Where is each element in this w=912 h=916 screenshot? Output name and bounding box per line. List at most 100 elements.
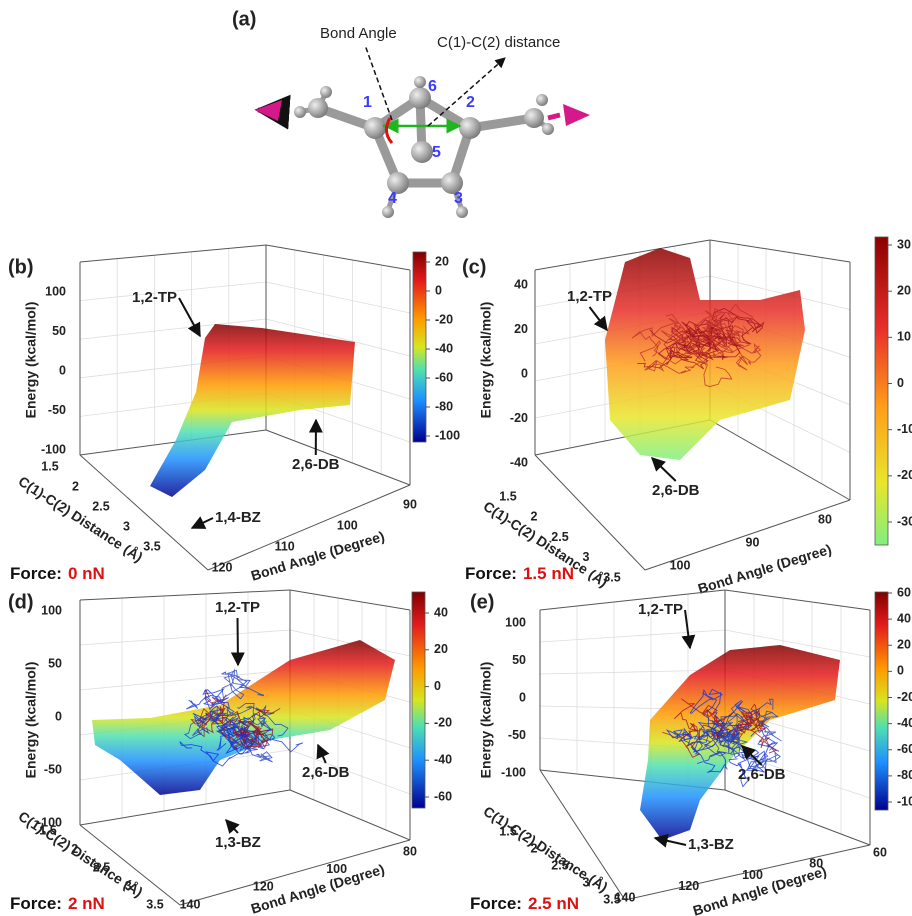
annotation-arrow: [652, 458, 676, 481]
force-text: Force:: [10, 564, 62, 583]
axis-frame: [725, 790, 870, 845]
annotation-arrow: [226, 820, 238, 833]
annotation-arrow: [655, 838, 686, 845]
atom-number: 1: [363, 94, 372, 111]
colorbar-tick-label: 0: [897, 376, 904, 390]
colorbar-tick-label: 0: [897, 664, 904, 678]
colorbar-tick-label: -10: [897, 422, 912, 436]
panel-label: (b): [8, 256, 34, 278]
y-tick-label: 140: [615, 890, 636, 904]
y-tick-label: 120: [678, 879, 699, 893]
annotation-arrow: [685, 610, 690, 648]
annotation-arrow: [179, 298, 200, 336]
colorbar-tick-label: -40: [435, 341, 453, 355]
annotation: 2,6-DB: [302, 764, 350, 781]
atom-number: 5: [432, 144, 441, 161]
annotation: Bond Angle: [320, 25, 397, 42]
colorbar-tick-label: 10: [897, 330, 911, 344]
x-tick-label: 2: [72, 479, 79, 493]
force-value: 2 nN: [68, 894, 105, 913]
z-tick-label: -20: [510, 411, 528, 425]
annotation: 1,3-BZ: [688, 836, 734, 853]
colorbar: [413, 252, 426, 442]
y-tick-label: 90: [746, 535, 760, 549]
energy-surface: [640, 645, 840, 840]
grid-line: [540, 630, 725, 642]
force-value: 0 nN: [68, 564, 105, 583]
z-tick-label: -50: [44, 762, 62, 776]
annotation: 2,6-DB: [652, 482, 700, 499]
force-label: Force:2 nN: [10, 894, 105, 913]
x-tick-label: 1.5: [499, 489, 516, 503]
axis-frame: [725, 590, 870, 610]
z-tick-label: -100: [501, 765, 526, 779]
z-tick-label: 50: [512, 653, 526, 667]
atom-number: 4: [388, 190, 397, 207]
grid-line: [80, 630, 290, 645]
colorbar-tick-label: 40: [897, 611, 911, 625]
panel-label: (d): [8, 591, 34, 613]
x-tick-label: 3: [123, 519, 130, 533]
colorbar: [412, 592, 425, 808]
colorbar: [875, 237, 888, 545]
y-tick-label: 140: [180, 897, 201, 911]
colorbar-tick-label: 20: [434, 642, 448, 656]
colorbar-tick-label: -20: [897, 690, 912, 704]
z-tick-label: 0: [55, 709, 62, 723]
y-tick-label: 100: [742, 868, 763, 882]
atom-number: 2: [466, 94, 475, 111]
colorbar-tick-label: 40: [434, 605, 448, 619]
z-tick-label: 0: [521, 366, 528, 380]
z-tick-label: 50: [48, 656, 62, 670]
colorbar-tick-label: -60: [435, 370, 453, 384]
z-tick-label: 100: [45, 284, 66, 298]
axis-frame: [710, 420, 850, 500]
y-tick-label: 110: [275, 539, 295, 553]
y-tick-label: 80: [403, 844, 417, 858]
x-tick-label: 2: [531, 510, 538, 524]
force-text: Force:: [470, 894, 522, 913]
axis-frame: [710, 240, 850, 262]
colorbar-tick-label: -60: [434, 789, 452, 803]
z-tick-label: 100: [505, 615, 526, 629]
colorbar-tick-label: 60: [897, 585, 911, 599]
axis-frame: [290, 590, 410, 610]
y-tick-label: 100: [670, 558, 691, 572]
z-tick-label: -100: [41, 442, 66, 456]
annotation: 1,2-TP: [638, 601, 683, 618]
force-text: Force:: [465, 564, 517, 583]
colorbar-tick-label: 0: [434, 679, 441, 693]
colorbar-tick-label: -20: [435, 312, 453, 326]
annotation: 2,6-DB: [292, 456, 340, 473]
annotation: 1,4-BZ: [215, 509, 261, 526]
force-label: Force: 1.5 nN: [465, 564, 574, 583]
z-axis-label: Energy (kcal/mol): [23, 302, 39, 419]
y-tick-label: 80: [818, 512, 832, 526]
force-value: 2.5 nN: [528, 894, 579, 913]
panel-label: (a): [232, 8, 256, 30]
colorbar-tick-label: -100: [435, 428, 460, 442]
z-tick-label: 50: [52, 324, 66, 338]
colorbar-tick-label: -60: [897, 742, 912, 756]
z-tick-label: 100: [41, 603, 62, 617]
force-value: 1.5 nN: [523, 564, 574, 583]
grid-line: [266, 282, 410, 313]
colorbar-tick-label: 20: [897, 283, 911, 297]
z-axis-label: Energy (kcal/mol): [478, 662, 494, 779]
axis-frame: [266, 245, 410, 270]
annotation: 1,2-TP: [215, 599, 260, 616]
z-axis-label: Energy (kcal/mol): [478, 302, 494, 419]
z-tick-label: -40: [510, 455, 528, 469]
colorbar-tick-label: -20: [897, 468, 912, 482]
force-label: Force: 2.5 nN: [470, 894, 579, 913]
y-tick-label: 100: [337, 518, 358, 532]
force-label: Force: 0 nN: [10, 564, 105, 583]
subplot: (d)100500-50-100Energy (kcal/mol)1.522.5…: [8, 590, 452, 916]
colorbar-tick-label: -80: [897, 768, 912, 782]
colorbar-tick-label: -100: [897, 794, 912, 808]
z-tick-label: 40: [514, 277, 528, 291]
colorbar-tick-label: -30: [897, 514, 912, 528]
z-tick-label: -50: [48, 403, 66, 417]
molecule: [255, 45, 590, 218]
